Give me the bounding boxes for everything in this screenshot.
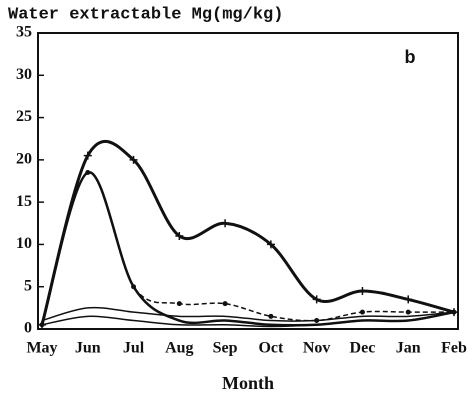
x-tick-label: May: [26, 340, 57, 357]
y-tick-label: 20: [16, 151, 32, 168]
point-marker: [85, 170, 91, 176]
series-line: [41, 311, 455, 328]
x-tick-label: Dec: [350, 340, 376, 357]
x-tick-label: Nov: [303, 340, 331, 357]
plot-frame: [37, 32, 459, 330]
point-marker: [176, 301, 182, 307]
point-marker: [129, 155, 138, 164]
point-marker: [221, 219, 230, 228]
y-tick-label: 0: [24, 320, 32, 337]
point-marker: [359, 309, 365, 315]
point-marker: [268, 313, 274, 319]
y-tick-label: 25: [16, 108, 32, 125]
y-tick-label: 35: [16, 24, 32, 41]
series-line: [40, 140, 455, 326]
point-marker: [83, 151, 92, 160]
panel-label: b: [405, 47, 416, 67]
y-tick-label: 30: [16, 66, 32, 83]
point-marker: [312, 295, 321, 304]
x-tick-label: Feb: [441, 340, 467, 357]
point-marker: [175, 231, 184, 240]
point-marker: [131, 284, 137, 290]
x-tick-label: Sep: [213, 340, 238, 357]
y-tick-label: 15: [16, 193, 32, 210]
x-tick-label: Jun: [75, 340, 101, 357]
y-tick-label: 10: [16, 235, 32, 252]
x-tick-label: Jan: [396, 340, 421, 357]
y-tick-label: 5: [24, 277, 32, 294]
point-marker: [222, 301, 228, 307]
point-marker: [405, 309, 411, 315]
point-marker: [404, 295, 413, 304]
x-tick-label: Aug: [165, 340, 193, 357]
point-marker: [266, 240, 275, 249]
chart-title: Water extractable Mg(mg/kg): [8, 5, 283, 24]
x-tick-label: Oct: [258, 340, 284, 357]
point-marker: [358, 286, 367, 295]
series-line: [40, 171, 455, 327]
x-tick-label: Jul: [123, 340, 145, 357]
x-axis-label: Month: [222, 373, 274, 393]
series-line: [41, 306, 455, 322]
